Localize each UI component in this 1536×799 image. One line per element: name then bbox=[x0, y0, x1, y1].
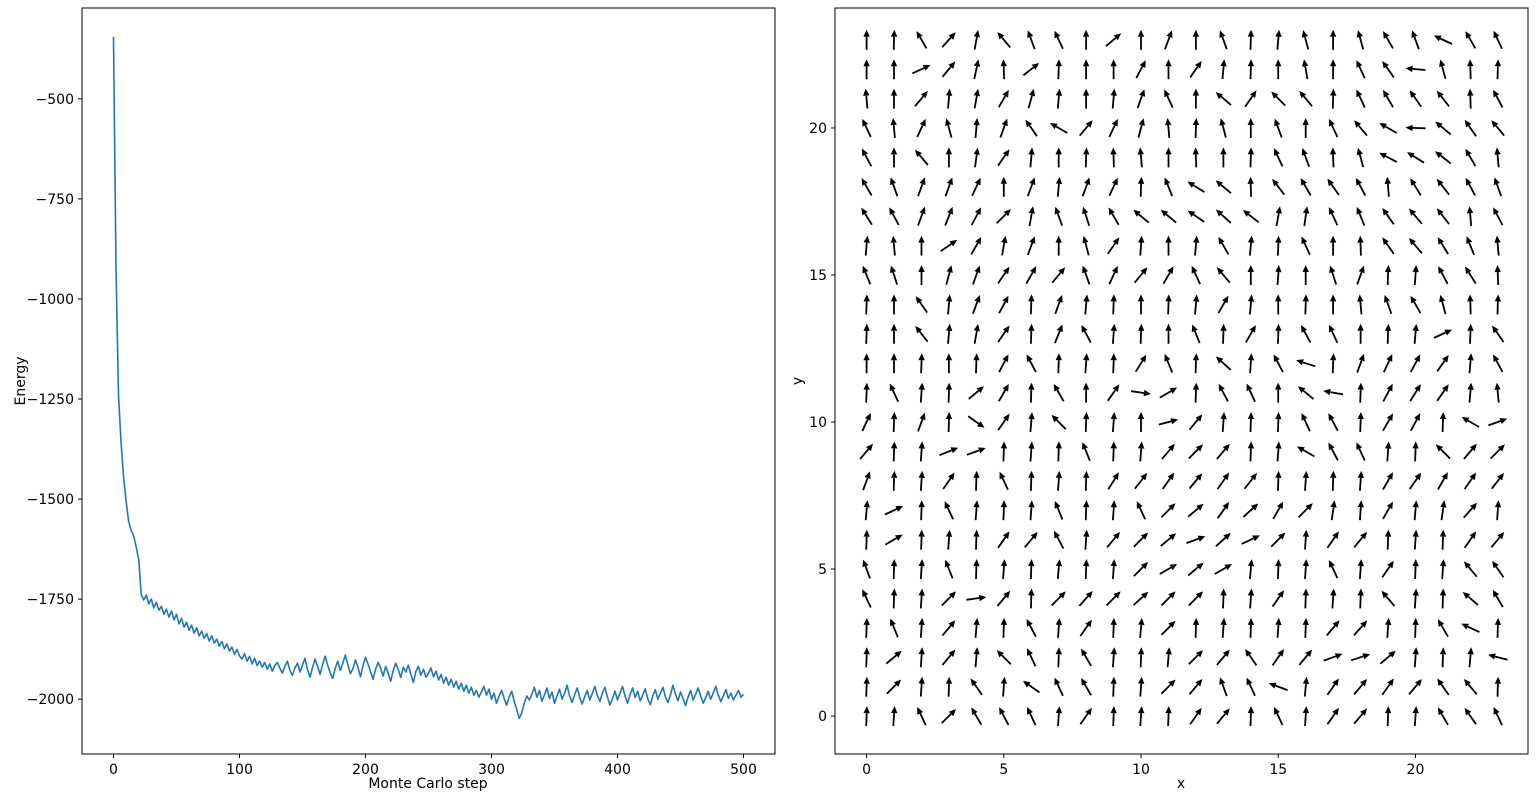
svg-text:5: 5 bbox=[999, 762, 1008, 778]
svg-text:10: 10 bbox=[1132, 762, 1150, 778]
svg-text:−1250: −1250 bbox=[27, 392, 74, 408]
svg-text:300: 300 bbox=[478, 762, 505, 778]
svg-text:0: 0 bbox=[862, 762, 871, 778]
svg-text:500: 500 bbox=[730, 762, 757, 778]
svg-text:−1500: −1500 bbox=[27, 492, 74, 508]
svg-text:−1000: −1000 bbox=[27, 292, 74, 308]
energy-yaxis-label: Energy bbox=[13, 356, 29, 405]
svg-text:−1750: −1750 bbox=[27, 592, 74, 608]
svg-text:5: 5 bbox=[818, 562, 827, 578]
svg-text:20: 20 bbox=[809, 121, 827, 137]
svg-text:−500: −500 bbox=[36, 92, 74, 108]
quiver-yaxis-label: y bbox=[790, 377, 806, 385]
svg-text:0: 0 bbox=[818, 709, 827, 725]
svg-text:10: 10 bbox=[809, 415, 827, 431]
svg-text:400: 400 bbox=[604, 762, 631, 778]
svg-text:0: 0 bbox=[109, 762, 118, 778]
svg-text:20: 20 bbox=[1407, 762, 1425, 778]
quiver-xaxis-label: x bbox=[1177, 776, 1185, 792]
svg-text:15: 15 bbox=[809, 268, 827, 284]
svg-text:−2000: −2000 bbox=[27, 692, 74, 708]
svg-text:200: 200 bbox=[352, 762, 379, 778]
svg-text:15: 15 bbox=[1269, 762, 1287, 778]
energy-xaxis-label: Monte Carlo step bbox=[368, 776, 487, 792]
energy-plot: Monte Carlo step Energy 0 100 200 300 400 500… bbox=[13, 7, 776, 792]
svg-text:−750: −750 bbox=[36, 192, 74, 208]
quiver-plot: x y 0 5 10 15 20 0 5 10 15 20 bbox=[790, 7, 1529, 792]
svg-text:100: 100 bbox=[226, 762, 253, 778]
